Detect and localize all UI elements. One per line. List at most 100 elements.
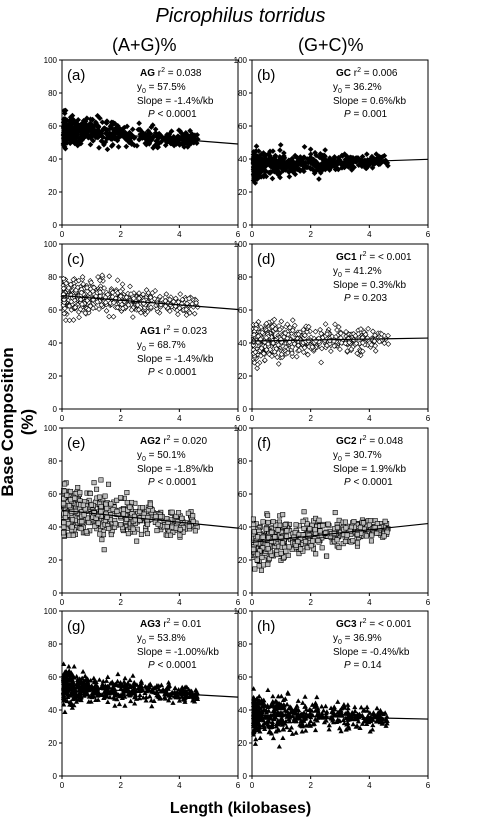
stat-p: P = 0.001 xyxy=(344,109,388,120)
x-tick-label: 2 xyxy=(308,414,313,423)
y-tick-label: 0 xyxy=(243,221,248,230)
stats-annotation: GC2 r2 = 0.048 y0 = 30.7%Slope = 1.9%/kb P… xyxy=(333,435,407,488)
scatter-points xyxy=(250,509,391,573)
panel-letter: (a) xyxy=(67,67,85,84)
series-label: AG1 xyxy=(140,326,161,337)
x-tick-label: 4 xyxy=(177,781,182,790)
y-tick-label: 20 xyxy=(48,188,57,197)
stat-slope: Slope = 0.3%/kb xyxy=(333,280,407,291)
panel-h: 0 20 40 60 80 100 0 2 4 6 (h) GC3 r2 = < 0.001 y0 = … xyxy=(234,607,431,790)
scatter-points xyxy=(60,477,200,553)
stat-slope: Slope = -1.00%/kb xyxy=(137,647,219,658)
y-tick-label: 40 xyxy=(238,706,247,715)
y-tick-label: 40 xyxy=(238,339,247,348)
stat-slope: Slope = -1.8%/kb xyxy=(137,464,214,475)
x-axis-label: Length (kilobases) xyxy=(169,800,312,817)
x-tick-label: 0 xyxy=(250,414,255,423)
panel-letter: (c) xyxy=(67,251,85,268)
stats-annotation: AG r2 = 0.038 y0 = 57.5%Slope = -1.4%/kb P… xyxy=(137,67,214,120)
series-label: AG3 xyxy=(140,619,161,630)
stat-slope: Slope = -1.4%/kb xyxy=(137,96,214,107)
y-tick-label: 20 xyxy=(238,188,247,197)
y-tick-label: 40 xyxy=(238,155,247,164)
column-header-ag: (A+G)% xyxy=(112,35,177,55)
y-tick-label: 80 xyxy=(48,640,57,649)
x-tick-label: 2 xyxy=(118,414,123,423)
stat-r2: GC r2 = 0.006 xyxy=(336,67,398,79)
x-tick-label: 0 xyxy=(60,230,65,239)
stat-slope: Slope = 1.9%/kb xyxy=(333,464,407,475)
x-tick-label: 2 xyxy=(308,598,313,607)
y-tick-label: 0 xyxy=(243,405,248,414)
x-tick-label: 6 xyxy=(236,598,241,607)
stat-r2: GC1 r2 = < 0.001 xyxy=(336,251,412,263)
y-tick-label: 60 xyxy=(238,673,247,682)
stats-annotation: GC3 r2 = < 0.001 y0 = 36.9%Slope = -0.4%/… xyxy=(333,618,412,671)
stats-annotation: AG3 r2 = 0.01 y0 = 53.8%Slope = -1.00%/kb… xyxy=(137,618,219,671)
y-tick-label: 0 xyxy=(243,589,248,598)
stat-r2: AG3 r2 = 0.01 xyxy=(140,618,202,630)
regression-line xyxy=(61,295,239,311)
scatter-points xyxy=(250,316,392,372)
stats-annotation: AG1 r2 = 0.023 y0 = 68.7%Slope = -1.4%/kb… xyxy=(137,325,214,378)
regression-line xyxy=(61,129,239,145)
stat-y0: y0 = 53.8% xyxy=(137,633,186,646)
stat-p: P < 0.0001 xyxy=(148,660,197,671)
panel-frame xyxy=(251,610,429,777)
y-tick-label: 60 xyxy=(48,122,57,131)
y-tick-label: 60 xyxy=(48,306,57,315)
panel-letter: (f) xyxy=(257,435,271,452)
y-tick-label: 20 xyxy=(238,556,247,565)
panel-g: 0 20 40 60 80 100 0 2 4 6 (g) AG3 r2 = 0.01 y0 = 53.… xyxy=(44,607,241,790)
y-tick-label: 0 xyxy=(53,221,58,230)
x-tick-label: 0 xyxy=(250,230,255,239)
panel-letter: (h) xyxy=(257,618,275,635)
y-tick-label: 60 xyxy=(238,122,247,131)
regression-line xyxy=(251,158,429,166)
stat-y0: y0 = 30.7% xyxy=(333,450,382,463)
stat-p: P < 0.0001 xyxy=(344,477,393,488)
x-tick-label: 6 xyxy=(426,414,431,423)
scatter-points xyxy=(250,142,391,186)
y-tick-label: 0 xyxy=(53,589,58,598)
x-tick-label: 2 xyxy=(308,781,313,790)
stat-p: P = 0.14 xyxy=(344,660,382,671)
stat-r2: AG2 r2 = 0.020 xyxy=(140,435,207,447)
y-tick-label: 80 xyxy=(238,89,247,98)
column-header-gc: (G+C)% xyxy=(298,35,364,55)
panel-frame xyxy=(61,243,239,410)
regression-line xyxy=(251,337,429,342)
y-tick-label: 80 xyxy=(48,273,57,282)
y-tick-label: 100 xyxy=(234,56,248,65)
series-label: AG xyxy=(140,68,155,79)
panel-f: 0 20 40 60 80 100 0 2 4 6 (f) GC2 r2 = 0.048 y0 = 30… xyxy=(234,424,431,607)
series-label: GC2 xyxy=(336,436,357,447)
y-tick-label: 100 xyxy=(44,240,58,249)
x-tick-label: 6 xyxy=(236,414,241,423)
y-tick-label: 100 xyxy=(44,56,58,65)
stat-slope: Slope = -1.4%/kb xyxy=(137,354,214,365)
stat-p: P < 0.0001 xyxy=(148,477,197,488)
x-tick-label: 2 xyxy=(308,230,313,239)
panel-a: 0 20 40 60 80 100 0 2 4 6 (a) AG r2 = 0.038 y0 = 57.… xyxy=(44,56,241,239)
panel-e: 0 20 40 60 80 100 0 2 4 6 (e) AG2 r2 = 0.020 y0 = 50… xyxy=(44,424,241,607)
scatter-points xyxy=(60,107,201,153)
x-tick-label: 2 xyxy=(118,230,123,239)
panel-frame xyxy=(251,243,429,410)
y-tick-label: 100 xyxy=(44,424,58,433)
y-tick-label: 60 xyxy=(238,490,247,499)
y-tick-label: 20 xyxy=(48,372,57,381)
y-tick-label: 100 xyxy=(234,607,248,616)
series-label: GC3 xyxy=(336,619,357,630)
y-tick-label: 40 xyxy=(48,706,57,715)
y-tick-label: 80 xyxy=(48,89,57,98)
x-tick-label: 0 xyxy=(250,781,255,790)
x-tick-label: 0 xyxy=(60,414,65,423)
stat-y0: y0 = 57.5% xyxy=(137,82,186,95)
x-tick-label: 4 xyxy=(367,230,372,239)
x-tick-label: 4 xyxy=(177,230,182,239)
stat-y0: y0 = 41.2% xyxy=(333,266,382,279)
y-tick-label: 20 xyxy=(238,372,247,381)
scatter-points xyxy=(60,272,201,324)
